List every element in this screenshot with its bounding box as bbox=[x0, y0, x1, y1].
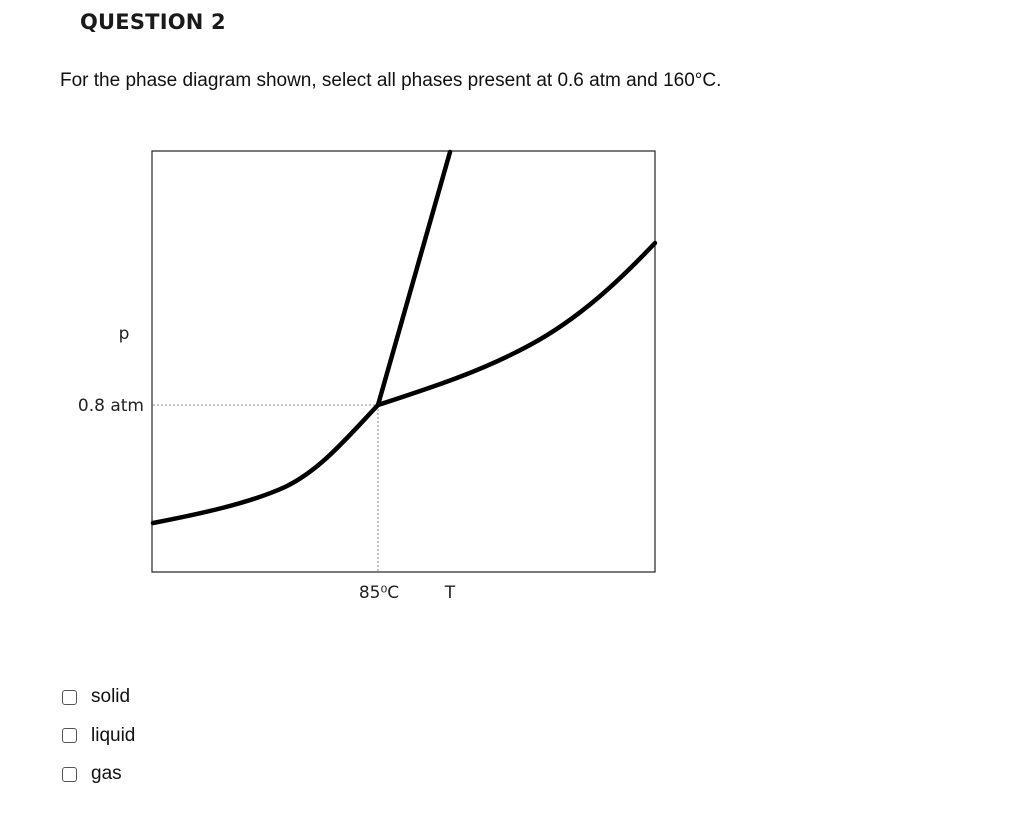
option-label-gas: gas bbox=[91, 763, 122, 785]
y-axis-label: p bbox=[119, 324, 130, 344]
checkbox-liquid[interactable] bbox=[62, 728, 77, 744]
option-label-solid: solid bbox=[91, 686, 131, 708]
checkbox-solid[interactable] bbox=[62, 689, 77, 705]
option-solid[interactable]: solid bbox=[62, 678, 135, 717]
temperature-tick-label: 85⁰C bbox=[359, 583, 399, 603]
option-liquid[interactable]: liquid bbox=[62, 717, 135, 756]
vaporization-curve bbox=[375, 240, 658, 408]
x-axis-label: T bbox=[444, 583, 456, 603]
question-title: QUESTION 2 bbox=[80, 10, 226, 34]
plot-frame bbox=[151, 150, 656, 573]
sublimation-curve bbox=[150, 402, 381, 526]
option-gas[interactable]: gas bbox=[62, 755, 135, 794]
melting-curve bbox=[375, 149, 453, 408]
checkbox-gas[interactable] bbox=[62, 766, 77, 782]
option-label-liquid: liquid bbox=[91, 724, 136, 746]
answer-options: solid liquid gas bbox=[62, 678, 135, 794]
pressure-tick-label: 0.8 atm bbox=[78, 396, 144, 416]
question-text: For the phase diagram shown, select all … bbox=[60, 70, 722, 91]
